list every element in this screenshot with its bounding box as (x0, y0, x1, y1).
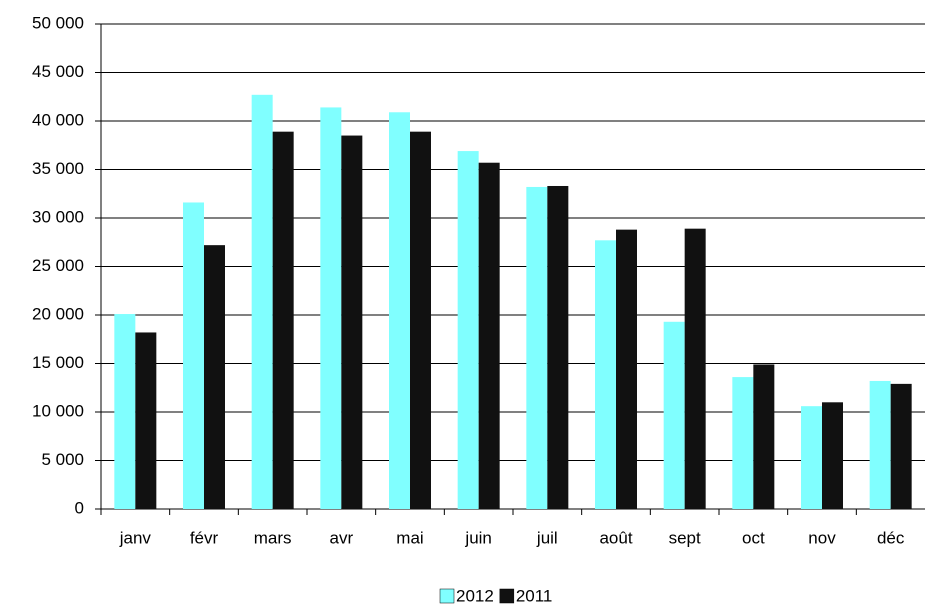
y-tick-label: 25 000 (32, 256, 84, 275)
bar (410, 131, 431, 510)
bar (135, 332, 157, 509)
x-tick-label: janv (119, 528, 152, 547)
bar (272, 131, 294, 510)
y-tick-label: 10 000 (32, 401, 84, 420)
bar (663, 321, 685, 509)
bar (389, 112, 410, 510)
x-tick-label: août (599, 528, 632, 547)
bar (320, 107, 342, 510)
bar (869, 380, 891, 509)
bar (251, 94, 273, 509)
bar (114, 314, 136, 509)
x-tick-label: avr (330, 528, 354, 547)
bar (526, 186, 548, 509)
y-tick-label: 45 000 (32, 62, 84, 81)
y-tick-label: 35 000 (32, 159, 84, 178)
y-tick-label: 20 000 (32, 304, 84, 323)
legend-label: 2012 (456, 586, 494, 605)
y-tick-label: 5 000 (41, 450, 84, 469)
bar (204, 245, 225, 509)
bar (457, 151, 479, 509)
y-tick-label: 40 000 (32, 110, 84, 129)
bar (478, 162, 500, 509)
bar (595, 240, 616, 509)
x-tick-label: déc (877, 528, 905, 547)
bar (547, 185, 569, 510)
y-tick-label: 0 (75, 498, 84, 517)
bar (753, 364, 775, 509)
y-tick-label: 50 000 (32, 13, 84, 32)
bar (801, 406, 822, 509)
x-tick-label: nov (808, 528, 836, 547)
bar (341, 135, 363, 510)
bar (183, 202, 204, 510)
legend-swatch (439, 588, 455, 604)
bar (890, 383, 912, 509)
legend-label: 2011 (516, 586, 553, 605)
x-tick-label: sept (669, 528, 701, 547)
x-tick-label: mars (254, 528, 292, 547)
y-tick-label: 15 000 (32, 353, 84, 372)
x-tick-label: oct (742, 528, 765, 547)
bar (822, 402, 843, 509)
bar (732, 377, 754, 509)
bar (684, 228, 706, 510)
x-tick-label: juil (536, 528, 558, 547)
x-tick-label: févr (190, 528, 219, 547)
x-tick-label: mai (396, 528, 423, 547)
x-tick-label: juin (464, 528, 491, 547)
y-tick-label: 30 000 (32, 207, 84, 226)
bar (616, 229, 637, 509)
legend-swatch (499, 588, 515, 604)
